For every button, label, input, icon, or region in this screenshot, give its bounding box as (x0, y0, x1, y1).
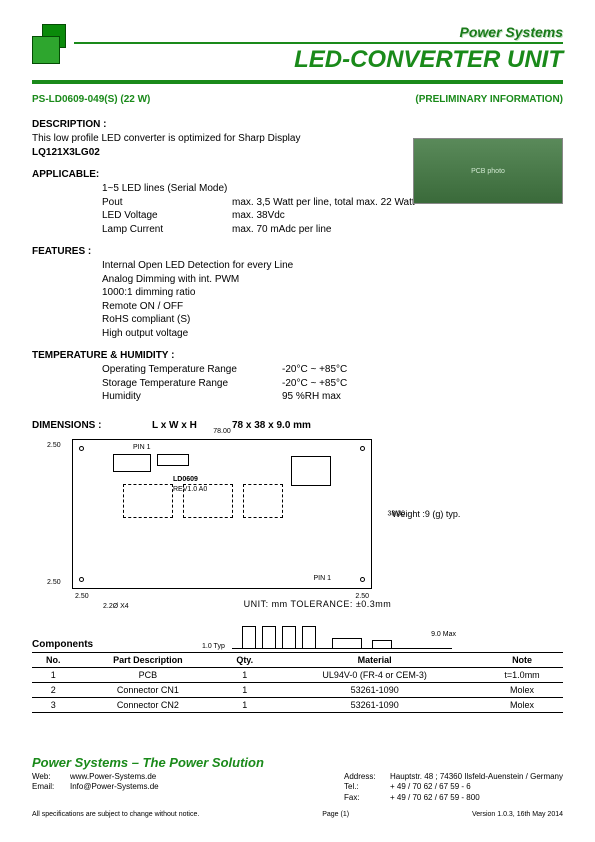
cell: Connector CN2 (75, 697, 222, 712)
address-value: Hauptstr. 48 ; 74360 Ilsfeld-Auenstein /… (390, 772, 563, 781)
feature-item: Analog Dimming with int. PWM (102, 273, 563, 287)
col-qty: Qty. (221, 652, 268, 667)
footer-left: Web:www.Power-Systems.de Email:Info@Powe… (32, 772, 159, 803)
spec-value: max. 70 mAdc per line (232, 223, 332, 237)
temp-label: Storage Temperature Range (102, 377, 282, 391)
temp-value: 95 %RH max (282, 390, 341, 404)
pin1-label: PIN 1 (133, 444, 151, 451)
dimensions-head: DIMENSIONS : (32, 420, 152, 431)
dim-height: 38.00 (387, 510, 405, 517)
brand-top: Power Systems LED-CONVERTER UNIT (74, 24, 563, 76)
dim-margin: 2.50 (75, 593, 89, 600)
temp-label: Operating Temperature Range (102, 363, 282, 377)
feature-item: High output voltage (102, 327, 563, 341)
web-value: www.Power-Systems.de (70, 772, 156, 781)
table-row: 3 Connector CN2 1 53261-1090 Molex (32, 697, 563, 712)
dim-margin: 2.50 (355, 593, 369, 600)
tel-label: Tel.: (344, 782, 390, 792)
cell: 53261-1090 (268, 697, 481, 712)
pin1-label: PIN 1 (313, 575, 331, 582)
cell: t=1.0mm (481, 667, 563, 682)
side-thickness: 1.0 Typ (202, 643, 225, 650)
side-height: 9.0 Max (431, 631, 456, 638)
description-head: DESCRIPTION : (32, 119, 563, 130)
page-title: LED-CONVERTER UNIT (294, 46, 563, 73)
fax-label: Fax: (344, 793, 390, 803)
features-head: FEATURES : (32, 246, 563, 257)
tel-value: + 49 / 70 62 / 67 59 - 6 (390, 782, 471, 791)
version: Version 1.0.3, 16th May 2014 (472, 811, 563, 818)
disclaimer: All specifications are subject to change… (32, 811, 199, 818)
page-number: Page (1) (322, 811, 349, 818)
spec-value: max. 38Vdc (232, 209, 285, 223)
hole-spec: 2.2Ø X4 (103, 603, 129, 610)
table-header-row: No. Part Description Qty. Material Note (32, 652, 563, 667)
table-row: 1 PCB 1 UL94V-0 (FR-4 or CEM-3) t=1.0mm (32, 667, 563, 682)
cell: 1 (221, 682, 268, 697)
dim-margin: 2.50 (47, 442, 61, 449)
dimensions-value: 78 x 38 x 9.0 mm (232, 420, 311, 431)
cell: Molex (481, 682, 563, 697)
unit-tolerance: UNIT: mm TOLERANCE: ±0.3mm (72, 599, 563, 609)
cell: Molex (481, 697, 563, 712)
col-note: Note (481, 652, 563, 667)
dim-width: 78.00 (213, 428, 231, 435)
fax-value: + 49 / 70 62 / 67 59 - 800 (390, 793, 480, 802)
temp-value: -20°C ~ +85°C (282, 363, 347, 377)
cell: 1 (221, 667, 268, 682)
dim-margin: 2.50 (47, 579, 61, 586)
cell: 3 (32, 697, 75, 712)
spec-label: Pout (102, 196, 232, 210)
temp-value: -20°C ~ +85°C (282, 377, 347, 391)
part-number: PS-LD0609-049(S) (22 W) (32, 94, 150, 105)
footer-right: Address:Hauptstr. 48 ; 74360 Ilsfeld-Aue… (344, 772, 563, 803)
divider-thin (74, 42, 563, 44)
col-no: No. (32, 652, 75, 667)
table-row: 2 Connector CN1 1 53261-1090 Molex (32, 682, 563, 697)
dimensions-row: DIMENSIONS : L x W x H 78 x 38 x 9.0 mm (32, 420, 563, 431)
brand-name: Power Systems (460, 24, 564, 40)
address-label: Address: (344, 772, 390, 782)
pcb-top-diagram: 78.00 38.00 2.50 2.50 2.50 2.50 PIN 1 PI… (72, 439, 372, 589)
spec-row: LED Voltagemax. 38Vdc (102, 209, 563, 223)
temp-row: Humidity95 %RH max (102, 390, 563, 404)
web-label: Web: (32, 772, 70, 782)
footer-tagline: Power Systems – The Power Solution (32, 755, 563, 770)
col-desc: Part Description (75, 652, 222, 667)
status-label: (PRELIMINARY INFORMATION) (415, 94, 563, 105)
cell: 1 (221, 697, 268, 712)
pcb-side-diagram: 9.0 Max 1.0 Typ (232, 615, 452, 649)
email-label: Email: (32, 782, 70, 792)
temp-row: Storage Temperature Range-20°C ~ +85°C (102, 377, 563, 391)
logo-block (32, 24, 74, 66)
spec-row: Lamp Currentmax. 70 mAdc per line (102, 223, 563, 237)
temp-row: Operating Temperature Range-20°C ~ +85°C (102, 363, 563, 377)
spec-label: Lamp Current (102, 223, 232, 237)
feature-item: 1000:1 dimming ratio (102, 286, 563, 300)
feature-item: Internal Open LED Detection for every Li… (102, 259, 563, 273)
diagram-area: 78.00 38.00 2.50 2.50 2.50 2.50 PIN 1 PI… (72, 439, 563, 589)
sub-header-row: PS-LD0609-049(S) (22 W) (PRELIMINARY INF… (32, 94, 563, 105)
page-footer: Power Systems – The Power Solution Web:w… (32, 755, 563, 818)
temperature-head: TEMPERATURE & HUMIDITY : (32, 350, 563, 361)
cell: UL94V-0 (FR-4 or CEM-3) (268, 667, 481, 682)
cell: 1 (32, 667, 75, 682)
feature-item: Remote ON / OFF (102, 300, 563, 314)
logo-squares-icon (32, 24, 74, 66)
spec-value: max. 3,5 Watt per line, total max. 22 Wa… (232, 196, 415, 210)
email-value: Info@Power-Systems.de (70, 782, 159, 791)
feature-item: RoHS compliant (S) (102, 313, 563, 327)
col-material: Material (268, 652, 481, 667)
header-row: Power Systems LED-CONVERTER UNIT (32, 24, 563, 76)
cell: 2 (32, 682, 75, 697)
divider-thick (32, 80, 563, 84)
cell: PCB (75, 667, 222, 682)
cell: 53261-1090 (268, 682, 481, 697)
product-photo: PCB photo (413, 138, 563, 204)
temp-label: Humidity (102, 390, 282, 404)
cell: Connector CN1 (75, 682, 222, 697)
spec-label: LED Voltage (102, 209, 232, 223)
components-table: No. Part Description Qty. Material Note … (32, 652, 563, 713)
